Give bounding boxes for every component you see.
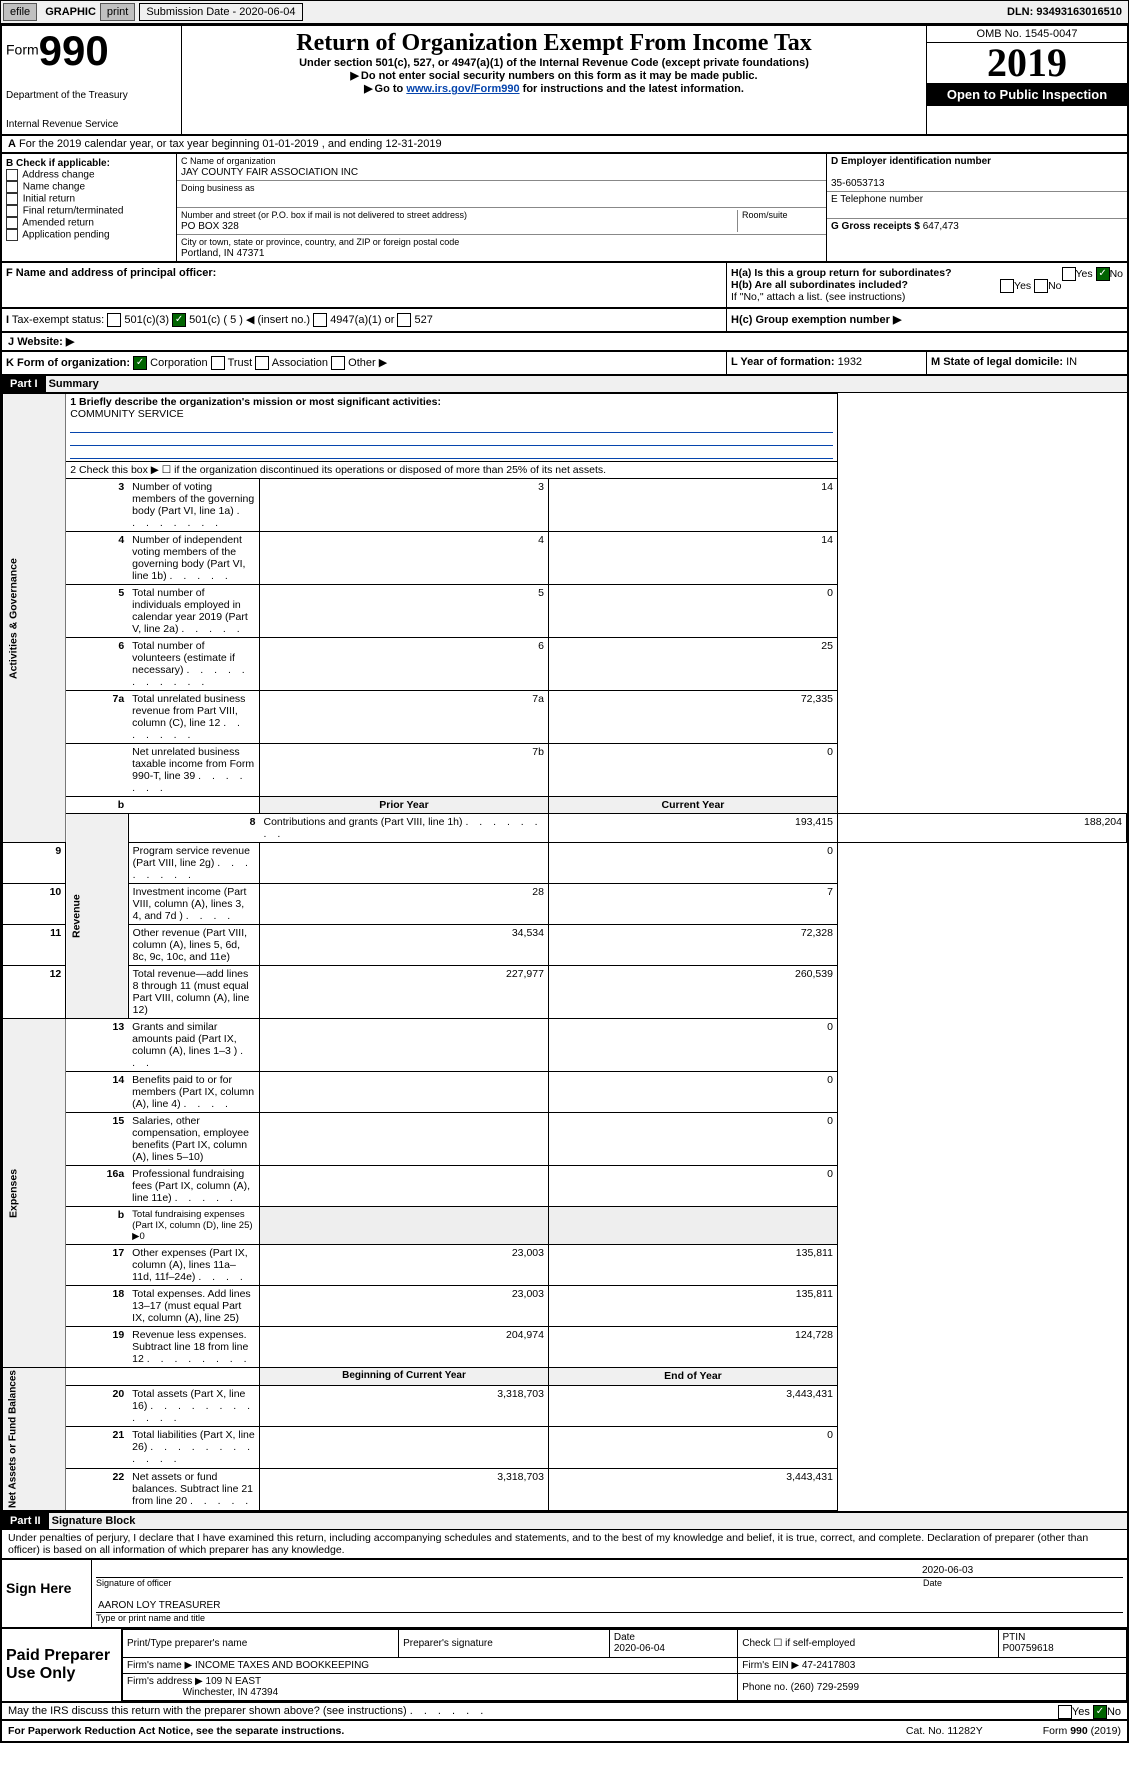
form-title: Return of Organization Exempt From Incom… bbox=[186, 30, 922, 57]
firm-name: INCOME TAXES AND BOOKKEEPING bbox=[195, 1660, 369, 1671]
paid-preparer: Paid Preparer Use Only Print/Type prepar… bbox=[0, 1629, 1129, 1703]
city: Portland, IN 47371 bbox=[181, 248, 264, 259]
line-a: A For the 2019 calendar year, or tax yea… bbox=[0, 136, 1129, 154]
cb-initial[interactable] bbox=[6, 193, 18, 205]
part1-title: Summary bbox=[49, 378, 99, 390]
footer: For Paperwork Reduction Act Notice, see … bbox=[0, 1721, 1129, 1743]
section-m: M State of legal domicile: IN bbox=[927, 352, 1127, 374]
subtitle-1: Under section 501(c), 527, or 4947(a)(1)… bbox=[186, 57, 922, 69]
goto: Go to bbox=[375, 83, 404, 95]
vert-ag: Activities & Governance bbox=[3, 394, 66, 843]
cb-pending[interactable] bbox=[6, 229, 18, 241]
cb-assoc[interactable] bbox=[255, 356, 269, 370]
phone: (260) 729-2599 bbox=[791, 1682, 859, 1693]
vert-na: Net Assets or Fund Balances bbox=[3, 1368, 66, 1511]
line-2: 2 Check this box ▶ ☐ if the organization… bbox=[66, 462, 838, 479]
may-discuss: May the IRS discuss this return with the… bbox=[0, 1703, 1129, 1721]
cb-527[interactable] bbox=[397, 313, 411, 327]
vert-rev: Revenue bbox=[66, 814, 128, 1019]
hb-no[interactable] bbox=[1034, 279, 1048, 293]
firm-addr: 109 N EAST bbox=[206, 1676, 262, 1687]
submission-date: Submission Date - 2020-06-04 bbox=[139, 3, 302, 21]
may-no[interactable]: ✓ bbox=[1093, 1705, 1107, 1719]
section-h: H(a) Is this a group return for subordin… bbox=[727, 263, 1127, 307]
cb-name[interactable] bbox=[6, 181, 18, 193]
efile-button[interactable]: efile bbox=[3, 3, 37, 21]
ha-no[interactable]: ✓ bbox=[1096, 267, 1110, 281]
ein: 35-6053713 bbox=[831, 178, 884, 189]
cb-4947[interactable] bbox=[313, 313, 327, 327]
ptin: P00759618 bbox=[1003, 1643, 1054, 1654]
org-name: JAY COUNTY FAIR ASSOCIATION INC bbox=[181, 167, 358, 178]
print-button[interactable]: print bbox=[100, 3, 135, 21]
hb-yes[interactable] bbox=[1000, 279, 1014, 293]
cb-other[interactable] bbox=[331, 356, 345, 370]
dln: DLN: 93493163016510 bbox=[1007, 6, 1126, 18]
officer-name: AARON LOY TREASURER bbox=[96, 1588, 1123, 1613]
mission: COMMUNITY SERVICE bbox=[70, 408, 183, 420]
tax-year: 2019 bbox=[927, 43, 1127, 83]
may-yes[interactable] bbox=[1058, 1705, 1072, 1719]
gross-receipts: 647,473 bbox=[923, 221, 959, 232]
subtitle-2: Do not enter social security numbers on … bbox=[186, 69, 922, 82]
dept: Department of the Treasury bbox=[6, 90, 177, 101]
cb-amended[interactable] bbox=[6, 217, 18, 229]
cb-501c3[interactable] bbox=[107, 313, 121, 327]
form-number: 990 bbox=[39, 30, 109, 72]
section-i: I Tax-exempt status: 501(c)(3) ✓ 501(c) … bbox=[2, 309, 727, 331]
vert-exp: Expenses bbox=[3, 1019, 66, 1368]
section-l: L Year of formation: 1932 bbox=[727, 352, 927, 374]
cb-corp[interactable]: ✓ bbox=[133, 356, 147, 370]
declaration: Under penalties of perjury, I declare th… bbox=[2, 1530, 1127, 1558]
address: PO BOX 328 bbox=[181, 221, 239, 232]
cb-address[interactable] bbox=[6, 169, 18, 181]
section-k: K Form of organization: ✓ Corporation Tr… bbox=[2, 352, 727, 374]
form-header: Form990 Department of the Treasury Inter… bbox=[0, 24, 1129, 136]
part2-title: Signature Block bbox=[52, 1515, 136, 1527]
section-b: B Check if applicable: Address change Na… bbox=[2, 154, 177, 261]
form-label: Form bbox=[6, 42, 39, 58]
cb-trust[interactable] bbox=[211, 356, 225, 370]
graphic-label: GRAPHIC bbox=[41, 6, 100, 18]
section-f: F Name and address of principal officer: bbox=[6, 267, 216, 279]
part1-hdr: Part I bbox=[2, 376, 46, 392]
form990-link[interactable]: www.irs.gov/Form990 bbox=[406, 83, 519, 95]
topbar: efile GRAPHIC print Submission Date - 20… bbox=[0, 0, 1129, 24]
public-inspection: Open to Public Inspection bbox=[927, 83, 1127, 106]
section-hc: H(c) Group exemption number ▶ bbox=[731, 314, 901, 326]
cb-final[interactable] bbox=[6, 205, 18, 217]
goto-b: for instructions and the latest informat… bbox=[523, 83, 744, 95]
irs: Internal Revenue Service bbox=[6, 119, 177, 130]
ha-yes[interactable] bbox=[1062, 267, 1076, 281]
sign-block: Sign Here 2020-06-03 Signature of office… bbox=[0, 1560, 1129, 1629]
firm-ein: 47-2417803 bbox=[802, 1660, 855, 1671]
section-c: C Name of organizationJAY COUNTY FAIR AS… bbox=[177, 154, 827, 261]
part2-hdr: Part II bbox=[2, 1513, 49, 1529]
section-j: J Website: ▶ bbox=[0, 333, 1129, 352]
cb-501c[interactable]: ✓ bbox=[172, 313, 186, 327]
